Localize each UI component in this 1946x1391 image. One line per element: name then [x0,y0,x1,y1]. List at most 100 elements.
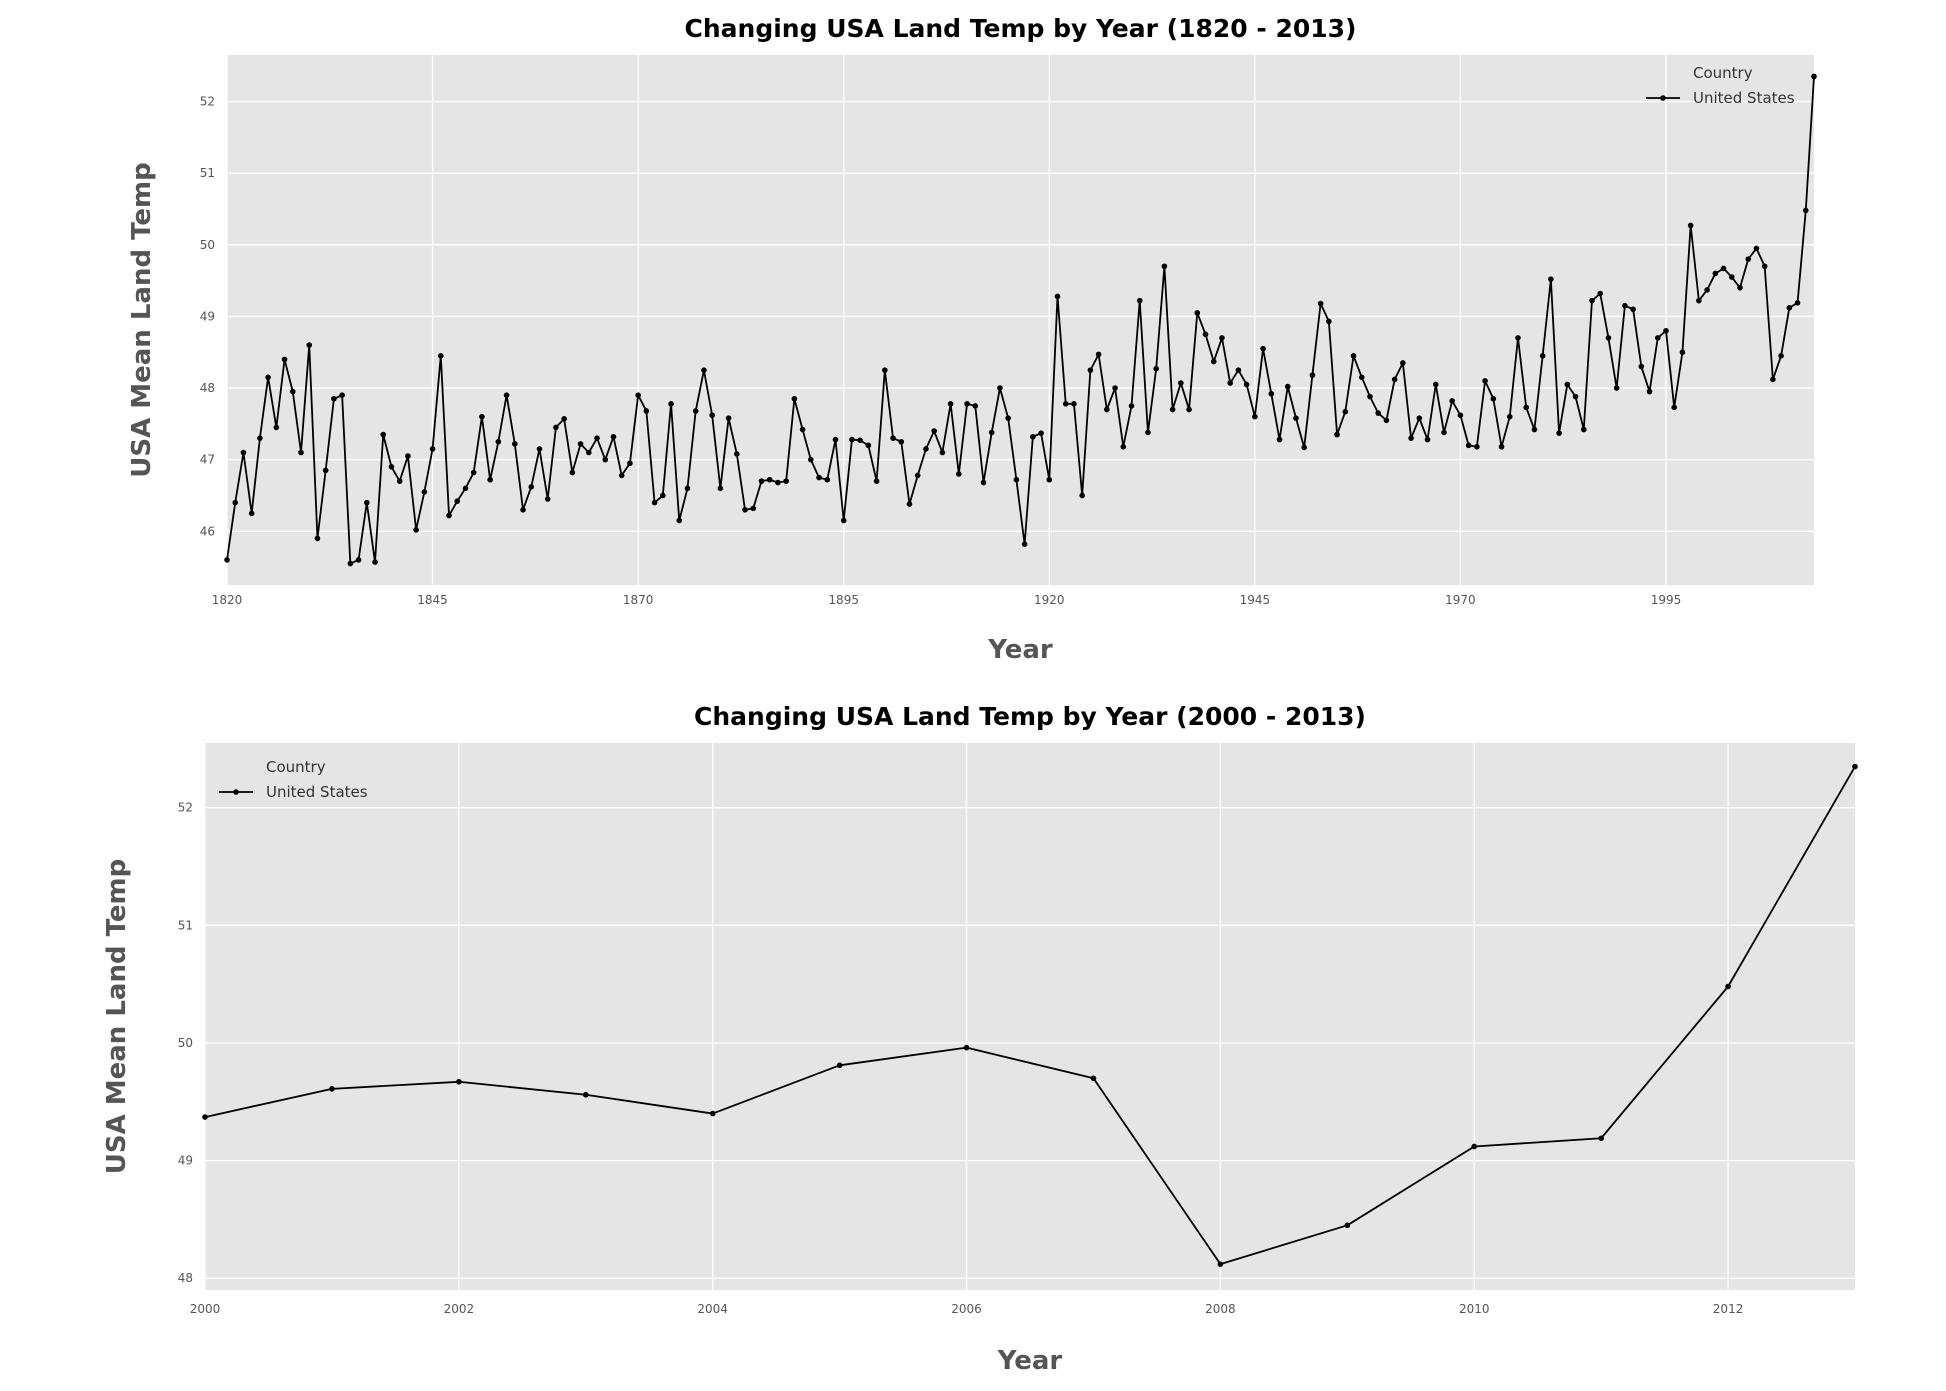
chart-2: 2000 2002 2004 2006 2008 2010 2012 48 49 50 51 52 Ch… [102,702,1858,1376]
data-point [240,449,247,456]
x-tick-label: 1820 [212,593,243,607]
data-point [963,1044,970,1051]
data-point [594,435,600,441]
data-point [1597,290,1604,297]
data-point [758,478,765,484]
data-point [232,499,239,506]
data-point [1663,327,1669,334]
series-line [204,766,1856,1266]
data-point [980,479,987,486]
data-point [553,424,559,431]
data-point [914,472,921,479]
y-tick-label: 51 [178,918,193,932]
data-point [947,400,954,407]
data-point [289,388,296,395]
data-point [1654,335,1661,341]
data-point [544,496,551,502]
data-point [470,469,477,476]
data-point [1202,331,1209,338]
data-point [363,499,370,506]
y-tick-label: 48 [200,381,215,395]
data-point [1548,276,1554,282]
data-point [202,1114,208,1120]
series-united-states [202,763,1858,1267]
data-point [709,412,715,419]
y-axis-label: USA Mean Land Temp [102,859,132,1175]
data-point [750,505,757,512]
data-point [1128,403,1135,409]
data-point [1531,426,1538,433]
data-point [1852,763,1858,770]
data-point [273,424,280,431]
chart-title: Changing USA Land Temp by Year (1820 - 2… [685,14,1357,43]
legend-marker-swatch [1660,95,1666,101]
data-point [405,453,411,459]
data-point [224,557,230,563]
data-point [1005,415,1011,421]
data-point [865,442,872,449]
data-point [1605,335,1612,341]
data-point [248,510,255,517]
data-point [1136,297,1143,304]
data-point [355,557,362,563]
x-tick-label: 2002 [444,1302,475,1316]
data-point [1424,436,1431,443]
data-point [1217,1261,1224,1267]
data-point [1021,541,1028,547]
data-point [684,485,691,492]
data-point [372,559,378,565]
x-tick-label: 1920 [1034,593,1065,607]
data-point [1317,300,1324,307]
data-point [1564,381,1571,388]
x-axis-label: Year [987,635,1053,665]
x-tick-label: 2008 [1205,1302,1236,1316]
x-tick-label: 2006 [951,1302,982,1316]
data-point [1712,270,1719,277]
data-point [1062,400,1069,407]
data-point [988,429,995,436]
data-point [882,367,888,373]
data-point [1169,406,1176,413]
data-point [972,403,979,409]
x-tick-label: 2004 [697,1302,728,1316]
data-point [1613,385,1620,391]
x-tick-label: 1945 [1240,593,1271,607]
data-point [446,512,452,519]
data-point [692,408,699,414]
data-point [1334,431,1340,438]
plot-area [227,55,1814,585]
data-point [1416,415,1423,421]
data-point [1622,302,1628,309]
data-point [582,1091,589,1098]
data-point [1350,353,1357,359]
data-point [610,433,617,440]
data-point [660,492,666,499]
data-point [396,478,403,484]
data-point [1696,297,1702,304]
data-point [1344,1222,1351,1229]
data-point [1802,207,1809,214]
legend-title: Country [1693,64,1753,82]
data-point [1794,300,1801,306]
x-tick-label: 2012 [1713,1302,1744,1316]
data-point [1284,383,1291,390]
data-point [528,484,535,490]
data-point [1737,284,1743,291]
data-point [1293,415,1299,421]
legend-entry: United States [1693,89,1795,107]
gridlines [204,743,1855,1290]
data-point [1786,305,1793,311]
data-point [1219,335,1225,341]
data-point [1243,381,1250,388]
plot-area [205,743,1855,1290]
data-point [454,498,461,505]
series-line [226,76,1815,565]
data-point [306,342,313,348]
data-point [1268,390,1275,397]
data-point [1326,318,1332,325]
data-point [832,436,839,443]
data-point [1079,492,1085,499]
data-point [1178,380,1184,386]
x-tick-label: 1895 [828,593,859,607]
y-tick-label: 50 [178,1036,193,1050]
